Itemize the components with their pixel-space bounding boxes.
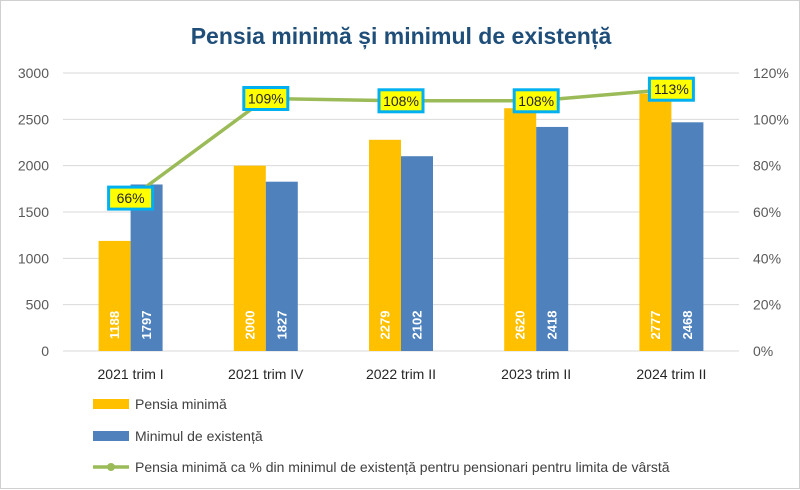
y2-tick-label: 0%: [753, 343, 773, 359]
y2-tick-label: 80%: [753, 158, 781, 174]
line-value-label: 108%: [518, 93, 554, 109]
y2-tick-label: 40%: [753, 250, 781, 266]
line-label-box: [377, 88, 425, 114]
x-axis: 2021 trim I 2021 trim IV 2022 trim II 2023 …: [98, 366, 707, 382]
bar: [98, 240, 131, 351]
x-tick-label: 2021 trim IV: [228, 366, 304, 382]
y-tick-label: 2000: [18, 158, 49, 174]
bar: [265, 181, 298, 351]
y-tick-label: 0: [41, 343, 49, 359]
bar: [369, 139, 401, 351]
bar: [130, 184, 163, 351]
line-value-label: 108%: [383, 93, 419, 109]
bar: [401, 156, 433, 351]
y-tick-label: 500: [26, 297, 50, 313]
bar: [536, 126, 569, 351]
chart-title: Pensia minimă și minimul de existență: [191, 23, 612, 50]
legend-swatch: [93, 431, 129, 441]
bar: [233, 165, 266, 351]
y2-tick-label: 20%: [753, 297, 781, 313]
bar-value-label: 2000: [242, 311, 257, 340]
bars: 1188 2000 2279 2620 2777 1797 1827 2102 2418 2468: [98, 93, 704, 351]
line-label-box: [107, 185, 155, 211]
bar: [504, 108, 537, 351]
x-tick-label: 2021 trim I: [98, 366, 164, 382]
y2-tick-label: 100%: [753, 111, 789, 127]
bar-value-label: 2102: [410, 311, 425, 340]
legend-swatch: [93, 399, 129, 409]
bar: [639, 93, 672, 351]
bar-value-label: 2620: [513, 311, 528, 340]
legend-label: Pensia minimă: [135, 396, 227, 412]
x-tick-label: 2024 trim II: [636, 366, 706, 382]
x-tick-label: 2023 trim II: [501, 366, 571, 382]
line-series: 66% 109% 108% 108% 113%: [107, 76, 695, 211]
bar-value-label: 2468: [680, 311, 695, 340]
line-value-label: 66%: [117, 190, 145, 206]
y-tick-label: 3000: [18, 65, 49, 81]
legend: Pensia minimă Minimul de existență Pensia …: [93, 396, 670, 475]
legend-label: Minimul de existență: [135, 428, 263, 444]
bar-value-label: 2279: [378, 311, 393, 340]
y-tick-label: 1000: [18, 250, 49, 266]
line-label-box: [647, 76, 695, 102]
x-tick-label: 2022 trim II: [366, 366, 436, 382]
legend-label: Pensia minimă ca % din minimul de existe…: [135, 459, 670, 475]
right-axis: 0% 20% 40% 60% 80% 100% 120%: [753, 65, 789, 359]
y2-tick-label: 60%: [753, 204, 781, 220]
bar-value-label: 1188: [107, 311, 122, 339]
y-tick-label: 1500: [18, 204, 49, 220]
legend-marker: [107, 463, 115, 471]
line-label-box: [242, 85, 290, 111]
bar-value-label: 2777: [648, 311, 663, 340]
left-axis: 0 500 1000 1500 2000 2500 3000: [18, 65, 49, 359]
line-value-label: 113%: [654, 81, 689, 97]
bar-value-label: 1797: [139, 311, 154, 340]
bar: [671, 122, 704, 351]
bar-value-label: 2418: [545, 311, 560, 340]
bar-value-label: 1827: [274, 311, 289, 340]
y2-tick-label: 120%: [753, 65, 789, 81]
y-tick-label: 2500: [18, 111, 49, 127]
line-label-box: [512, 88, 560, 114]
line-value-label: 109%: [248, 90, 284, 106]
